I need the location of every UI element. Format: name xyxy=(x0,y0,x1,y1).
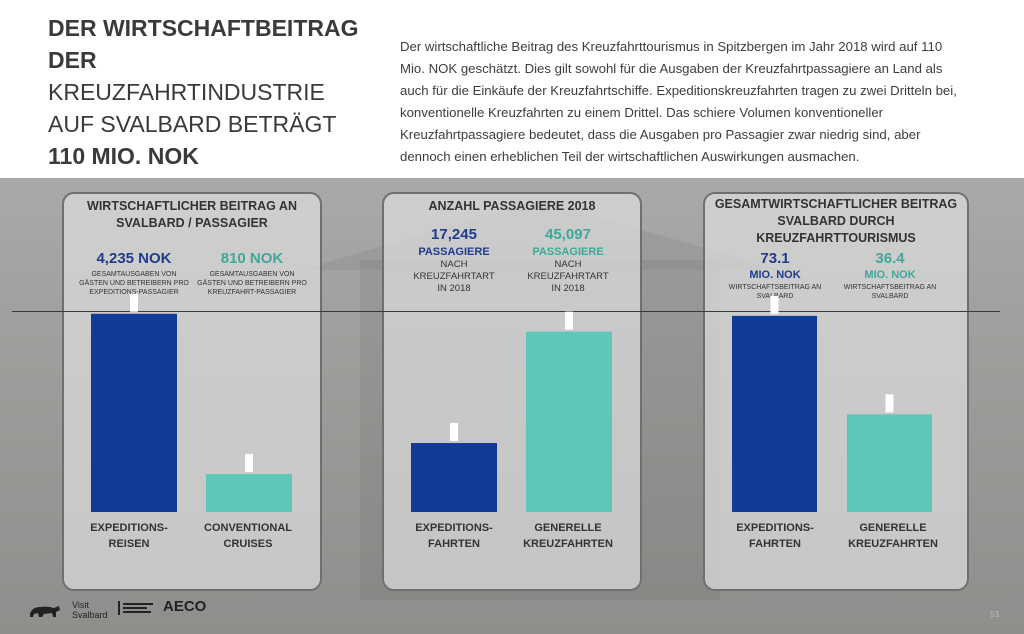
bar-chart-1-bar-conventional xyxy=(206,474,292,512)
horizontal-reference-line xyxy=(12,311,1000,312)
bar-chart-3-bar-conventional xyxy=(847,414,932,512)
bar-chart-3-bar-expedition xyxy=(732,315,817,512)
bar-chart-2-bar-conventional xyxy=(526,331,612,512)
panel-2-title: ANZAHL PASSAGIERE 2018 xyxy=(428,199,596,213)
panel-3-category-conventional: GENERELLE KREUZFAHRTEN xyxy=(848,522,938,550)
panel-2-unit-conventional: PASSAGIERE xyxy=(532,246,604,258)
headline-line-4: AUF SVALBARD BETRÄGT xyxy=(48,111,337,137)
panel-3-title: GESAMTWIRTSCHAFTLICHER BEITRAG SVALBARD … xyxy=(714,197,958,245)
panel-1-desc-expedition: GESAMTAUSGABEN VON GÄSTEN UND BETREIBERN… xyxy=(79,271,189,296)
bar-chart-2-bar-expedition xyxy=(411,443,497,512)
bar-chart-1-bar-expedition xyxy=(91,313,177,512)
page-number: 53 xyxy=(990,610,999,619)
panel-1-desc-conventional: GESAMTAUSGABEN VON GÄSTEN UND BETREIBERN… xyxy=(197,271,307,296)
bar-chart-2-value-marker-2 xyxy=(565,311,573,330)
panel-2-desc-conventional: NACH KREUZFAHRTART IN 2018 xyxy=(527,259,609,294)
bar-chart-3-value-marker-1 xyxy=(770,295,779,314)
polar-bear-icon xyxy=(30,606,60,617)
panel-3-category-expedition: EXPEDITIONS- FAHRTEN xyxy=(736,522,814,550)
panel-1-title: WIRTSCHAFTLICHER BEITRAG AN SVALBARD / P… xyxy=(87,199,297,230)
aeco-emblem xyxy=(118,601,158,615)
headline-line-3: KREUZFAHRTINDUSTRIE xyxy=(48,79,325,105)
panel-3-desc-conventional: WIRTSCHAFTSBEITRAG AN SVALBARD xyxy=(843,284,937,300)
bar-chart-2-value-marker-1 xyxy=(450,423,458,442)
panel-3-value-expedition: 73.1 xyxy=(760,250,790,267)
panel-3-unit-conventional: MIO. NOK xyxy=(864,269,916,281)
headline: DER WIRTSCHAFTBEITRAG DER KREUZFAHRTINDU… xyxy=(48,12,388,172)
panel-2-value-conventional: 45,097 xyxy=(545,226,591,243)
panel-1-category-conventional: CONVENTIONAL CRUISES xyxy=(204,522,292,550)
headline-line-5: 110 MIO. NOK xyxy=(48,143,199,169)
panel-2-category-expedition: EXPEDITIONS- FAHRTEN xyxy=(415,522,493,550)
panel-2-category-conventional: GENERELLE KREUZFAHRTEN xyxy=(523,522,613,550)
panel-2-unit-expedition: PASSAGIERE xyxy=(418,246,490,258)
bar-chart-1-value-marker-1 xyxy=(130,293,138,312)
bar-chart-3-value-marker-2 xyxy=(885,394,894,413)
panel-1-value-expedition: 4,235 NOK xyxy=(96,250,172,267)
panel-1-category-expedition: EXPEDITIONS- REISEN xyxy=(90,522,168,550)
panel-3-unit-expedition: MIO. NOK xyxy=(749,269,801,281)
intro-paragraph: Der wirtschaftliche Beitrag des Kreuzfah… xyxy=(400,39,957,164)
headline-line-1: DER WIRTSCHAFTBEITRAG xyxy=(48,15,359,41)
panel-2-value-expedition: 17,245 xyxy=(431,226,477,243)
panel-2-desc-expedition: NACH KREUZFAHRTART IN 2018 xyxy=(413,259,495,294)
headline-line-2: DER xyxy=(48,47,97,73)
bar-chart-1-value-marker-2 xyxy=(245,454,253,473)
panel-1-value-conventional: 810 NOK xyxy=(220,250,284,267)
panel-3-value-conventional: 36.4 xyxy=(875,250,905,267)
